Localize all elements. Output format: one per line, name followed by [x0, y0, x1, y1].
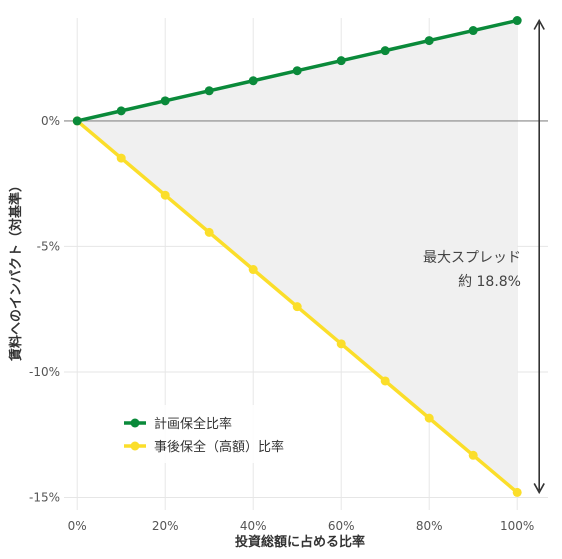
- series-0-point: [468, 26, 478, 36]
- series-0-point: [72, 116, 82, 126]
- y-tick-label: -10%: [29, 365, 60, 379]
- series-layer: [72, 16, 522, 497]
- x-axis-title: 投資総額に占める比率: [235, 534, 365, 550]
- fill-layer: [77, 20, 518, 493]
- x-tick-label: 100%: [500, 519, 534, 533]
- y-tick-label: -15%: [29, 490, 60, 504]
- y-tick-label: 0%: [41, 114, 60, 128]
- spread-arrow-head-bottom: [533, 483, 545, 495]
- x-tick-label: 40%: [240, 519, 267, 533]
- series-1-point: [380, 376, 390, 386]
- x-tick-label: 0%: [68, 519, 87, 533]
- series-0-point: [380, 46, 390, 56]
- legend-item-reactive: 事後保全（高額）比率: [124, 439, 284, 455]
- series-1-point: [512, 487, 522, 497]
- spread-annotation-line1: 最大スプレッド: [423, 250, 521, 266]
- series-1-point: [468, 450, 478, 460]
- spread-area: [77, 20, 518, 493]
- legend-marker-reactive: [130, 441, 140, 451]
- spread-annotation-line2: 約 18.8%: [458, 274, 521, 290]
- arrow-layer: [533, 18, 545, 495]
- series-0-point: [160, 96, 170, 106]
- series-0-point: [116, 106, 126, 116]
- series-1-point: [424, 413, 434, 423]
- y-tick-label: -5%: [37, 239, 60, 253]
- series-1-point: [204, 227, 214, 237]
- x-tick-label: 20%: [152, 519, 179, 533]
- series-0-point: [424, 36, 434, 46]
- legend-label-planned: 計画保全比率: [154, 416, 232, 432]
- spread-arrow-head-top: [533, 18, 545, 30]
- series-0-point: [204, 86, 214, 96]
- series-1-point: [248, 265, 258, 275]
- series-0-point: [248, 76, 258, 86]
- series-0-point: [336, 56, 346, 66]
- y-axis-title: 賃料へのインパクト（対基準）: [8, 179, 24, 362]
- legend: 計画保全比率 事後保全（高額）比率: [116, 405, 326, 463]
- series-1-point: [336, 339, 346, 349]
- x-tick-label: 60%: [328, 519, 355, 533]
- series-0-point: [512, 16, 522, 26]
- series-1-point: [116, 153, 126, 163]
- legend-background: [116, 405, 326, 463]
- tick-layer: 0% 20% 40% 60% 80% 100% 0% -5% -10% -15%: [29, 114, 534, 533]
- x-tick-label: 80%: [416, 519, 443, 533]
- series-1-point: [292, 302, 302, 312]
- legend-marker-planned: [130, 418, 140, 428]
- legend-item-planned: 計画保全比率: [124, 416, 232, 432]
- legend-label-reactive: 事後保全（高額）比率: [154, 439, 284, 455]
- series-1-point: [160, 190, 170, 200]
- series-0-point: [292, 66, 302, 76]
